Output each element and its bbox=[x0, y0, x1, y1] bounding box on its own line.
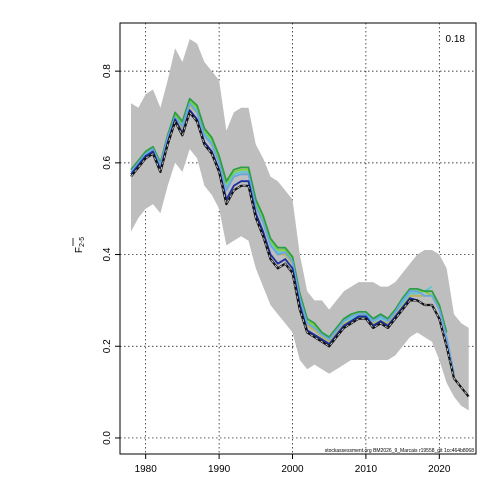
plot-frame bbox=[119, 22, 477, 455]
series-lines bbox=[130, 97, 470, 398]
retro-series-line bbox=[130, 97, 448, 339]
y-axis-label-sub: 2-5 bbox=[79, 237, 86, 247]
y-axis-label-main: F bbox=[74, 247, 85, 253]
main-series-dash bbox=[130, 111, 470, 397]
axes: 1980 1990 2000 2010 2020 0.0 0.2 0.4 0.6 0.8 bbox=[102, 64, 451, 475]
footer-credit: stockassessment.org BM2026_9_Marcais r19… bbox=[325, 448, 474, 454]
y-tick-label: 0.6 bbox=[102, 155, 113, 169]
corner-annotation: 0.18 bbox=[446, 34, 466, 45]
grid bbox=[120, 23, 476, 454]
y-tick-label: 0.2 bbox=[102, 339, 113, 353]
retro-series-line bbox=[130, 102, 455, 374]
y-tick-label: 0.4 bbox=[102, 247, 113, 261]
x-tick-label: 2000 bbox=[281, 464, 304, 475]
x-tick-label: 1980 bbox=[135, 464, 158, 475]
y-tick-label: 0.8 bbox=[102, 64, 113, 78]
x-tick-label: 2020 bbox=[428, 464, 451, 475]
x-tick-label: 2010 bbox=[355, 464, 378, 475]
y-axis-label: F2-5 bbox=[74, 237, 86, 253]
svg-text:F2-5: F2-5 bbox=[74, 237, 86, 253]
x-tick-label: 1990 bbox=[208, 464, 231, 475]
y-tick-label: 0.0 bbox=[102, 431, 113, 445]
